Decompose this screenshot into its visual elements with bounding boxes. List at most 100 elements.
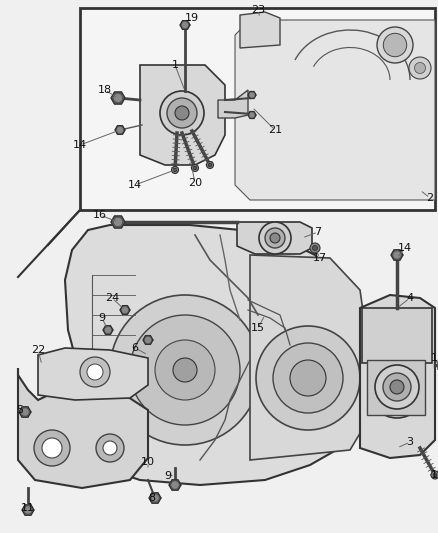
Text: 12: 12 — [430, 470, 438, 480]
Polygon shape — [115, 126, 125, 134]
Text: 16: 16 — [93, 210, 107, 220]
Circle shape — [193, 166, 196, 169]
Text: 8: 8 — [148, 493, 155, 503]
Circle shape — [175, 106, 189, 120]
Text: 23: 23 — [251, 5, 265, 15]
Text: 14: 14 — [73, 140, 87, 150]
Text: 15: 15 — [251, 323, 265, 333]
Text: 22: 22 — [31, 345, 45, 355]
Circle shape — [114, 219, 121, 225]
Polygon shape — [180, 21, 190, 29]
Circle shape — [206, 161, 213, 168]
Circle shape — [96, 434, 124, 462]
Circle shape — [159, 91, 204, 135]
Circle shape — [103, 441, 117, 455]
Circle shape — [249, 113, 254, 117]
Circle shape — [42, 438, 62, 458]
Circle shape — [166, 98, 197, 128]
Polygon shape — [218, 90, 247, 118]
Circle shape — [173, 358, 197, 382]
Text: 13: 13 — [430, 353, 438, 363]
Circle shape — [182, 22, 187, 28]
Circle shape — [258, 222, 290, 254]
Text: 4: 4 — [406, 293, 413, 303]
Circle shape — [368, 362, 424, 418]
Circle shape — [114, 94, 121, 101]
Text: 9: 9 — [164, 471, 171, 481]
Text: 14: 14 — [397, 243, 411, 253]
Text: 24: 24 — [105, 293, 119, 303]
Text: 2: 2 — [425, 193, 433, 203]
Circle shape — [389, 380, 403, 394]
Polygon shape — [120, 305, 130, 314]
Circle shape — [272, 343, 342, 413]
Text: 14: 14 — [127, 180, 142, 190]
Text: 6: 6 — [131, 343, 138, 353]
Polygon shape — [359, 295, 434, 458]
Polygon shape — [111, 216, 125, 228]
Polygon shape — [148, 493, 161, 503]
Circle shape — [382, 33, 406, 56]
Polygon shape — [234, 20, 434, 200]
Text: 9: 9 — [98, 313, 105, 323]
Text: 17: 17 — [312, 253, 326, 263]
Circle shape — [25, 507, 31, 513]
Circle shape — [173, 168, 177, 172]
Text: 1: 1 — [171, 60, 178, 70]
Text: 19: 19 — [184, 13, 198, 23]
Circle shape — [22, 409, 28, 415]
Polygon shape — [249, 255, 369, 460]
Polygon shape — [247, 111, 255, 118]
Polygon shape — [390, 250, 402, 260]
Circle shape — [432, 473, 436, 477]
Circle shape — [408, 57, 430, 79]
Circle shape — [155, 340, 215, 400]
Circle shape — [290, 360, 325, 396]
Circle shape — [376, 27, 412, 63]
Circle shape — [172, 482, 177, 488]
Circle shape — [152, 495, 158, 501]
Bar — [80, 8, 434, 210]
Polygon shape — [140, 65, 225, 165]
Polygon shape — [65, 225, 364, 485]
Text: 20: 20 — [187, 178, 201, 188]
Circle shape — [387, 381, 405, 399]
Circle shape — [191, 165, 198, 172]
Circle shape — [171, 166, 178, 174]
Text: 5: 5 — [17, 405, 24, 415]
Circle shape — [208, 163, 211, 167]
Polygon shape — [247, 92, 255, 99]
Circle shape — [117, 127, 122, 133]
Circle shape — [34, 430, 70, 466]
Bar — [366, 360, 424, 415]
Polygon shape — [169, 480, 180, 490]
Text: 3: 3 — [406, 437, 413, 447]
Circle shape — [130, 315, 240, 425]
Circle shape — [382, 373, 410, 401]
Circle shape — [105, 327, 110, 333]
Circle shape — [80, 357, 110, 387]
Bar — [361, 308, 431, 363]
Polygon shape — [19, 407, 31, 417]
Circle shape — [110, 295, 259, 445]
Polygon shape — [111, 92, 125, 104]
Text: 21: 21 — [267, 125, 282, 135]
Polygon shape — [38, 348, 148, 400]
Polygon shape — [143, 336, 153, 344]
Polygon shape — [22, 505, 34, 515]
Polygon shape — [18, 368, 148, 488]
Circle shape — [249, 93, 254, 97]
Circle shape — [87, 364, 103, 380]
Circle shape — [393, 252, 399, 258]
Polygon shape — [237, 222, 311, 254]
Circle shape — [145, 337, 150, 343]
Polygon shape — [103, 326, 113, 334]
Text: 11: 11 — [21, 503, 35, 513]
Circle shape — [255, 326, 359, 430]
Polygon shape — [240, 12, 279, 48]
Circle shape — [430, 471, 438, 479]
Circle shape — [374, 365, 418, 409]
Text: 18: 18 — [98, 85, 112, 95]
Circle shape — [309, 243, 319, 253]
Circle shape — [312, 246, 317, 251]
